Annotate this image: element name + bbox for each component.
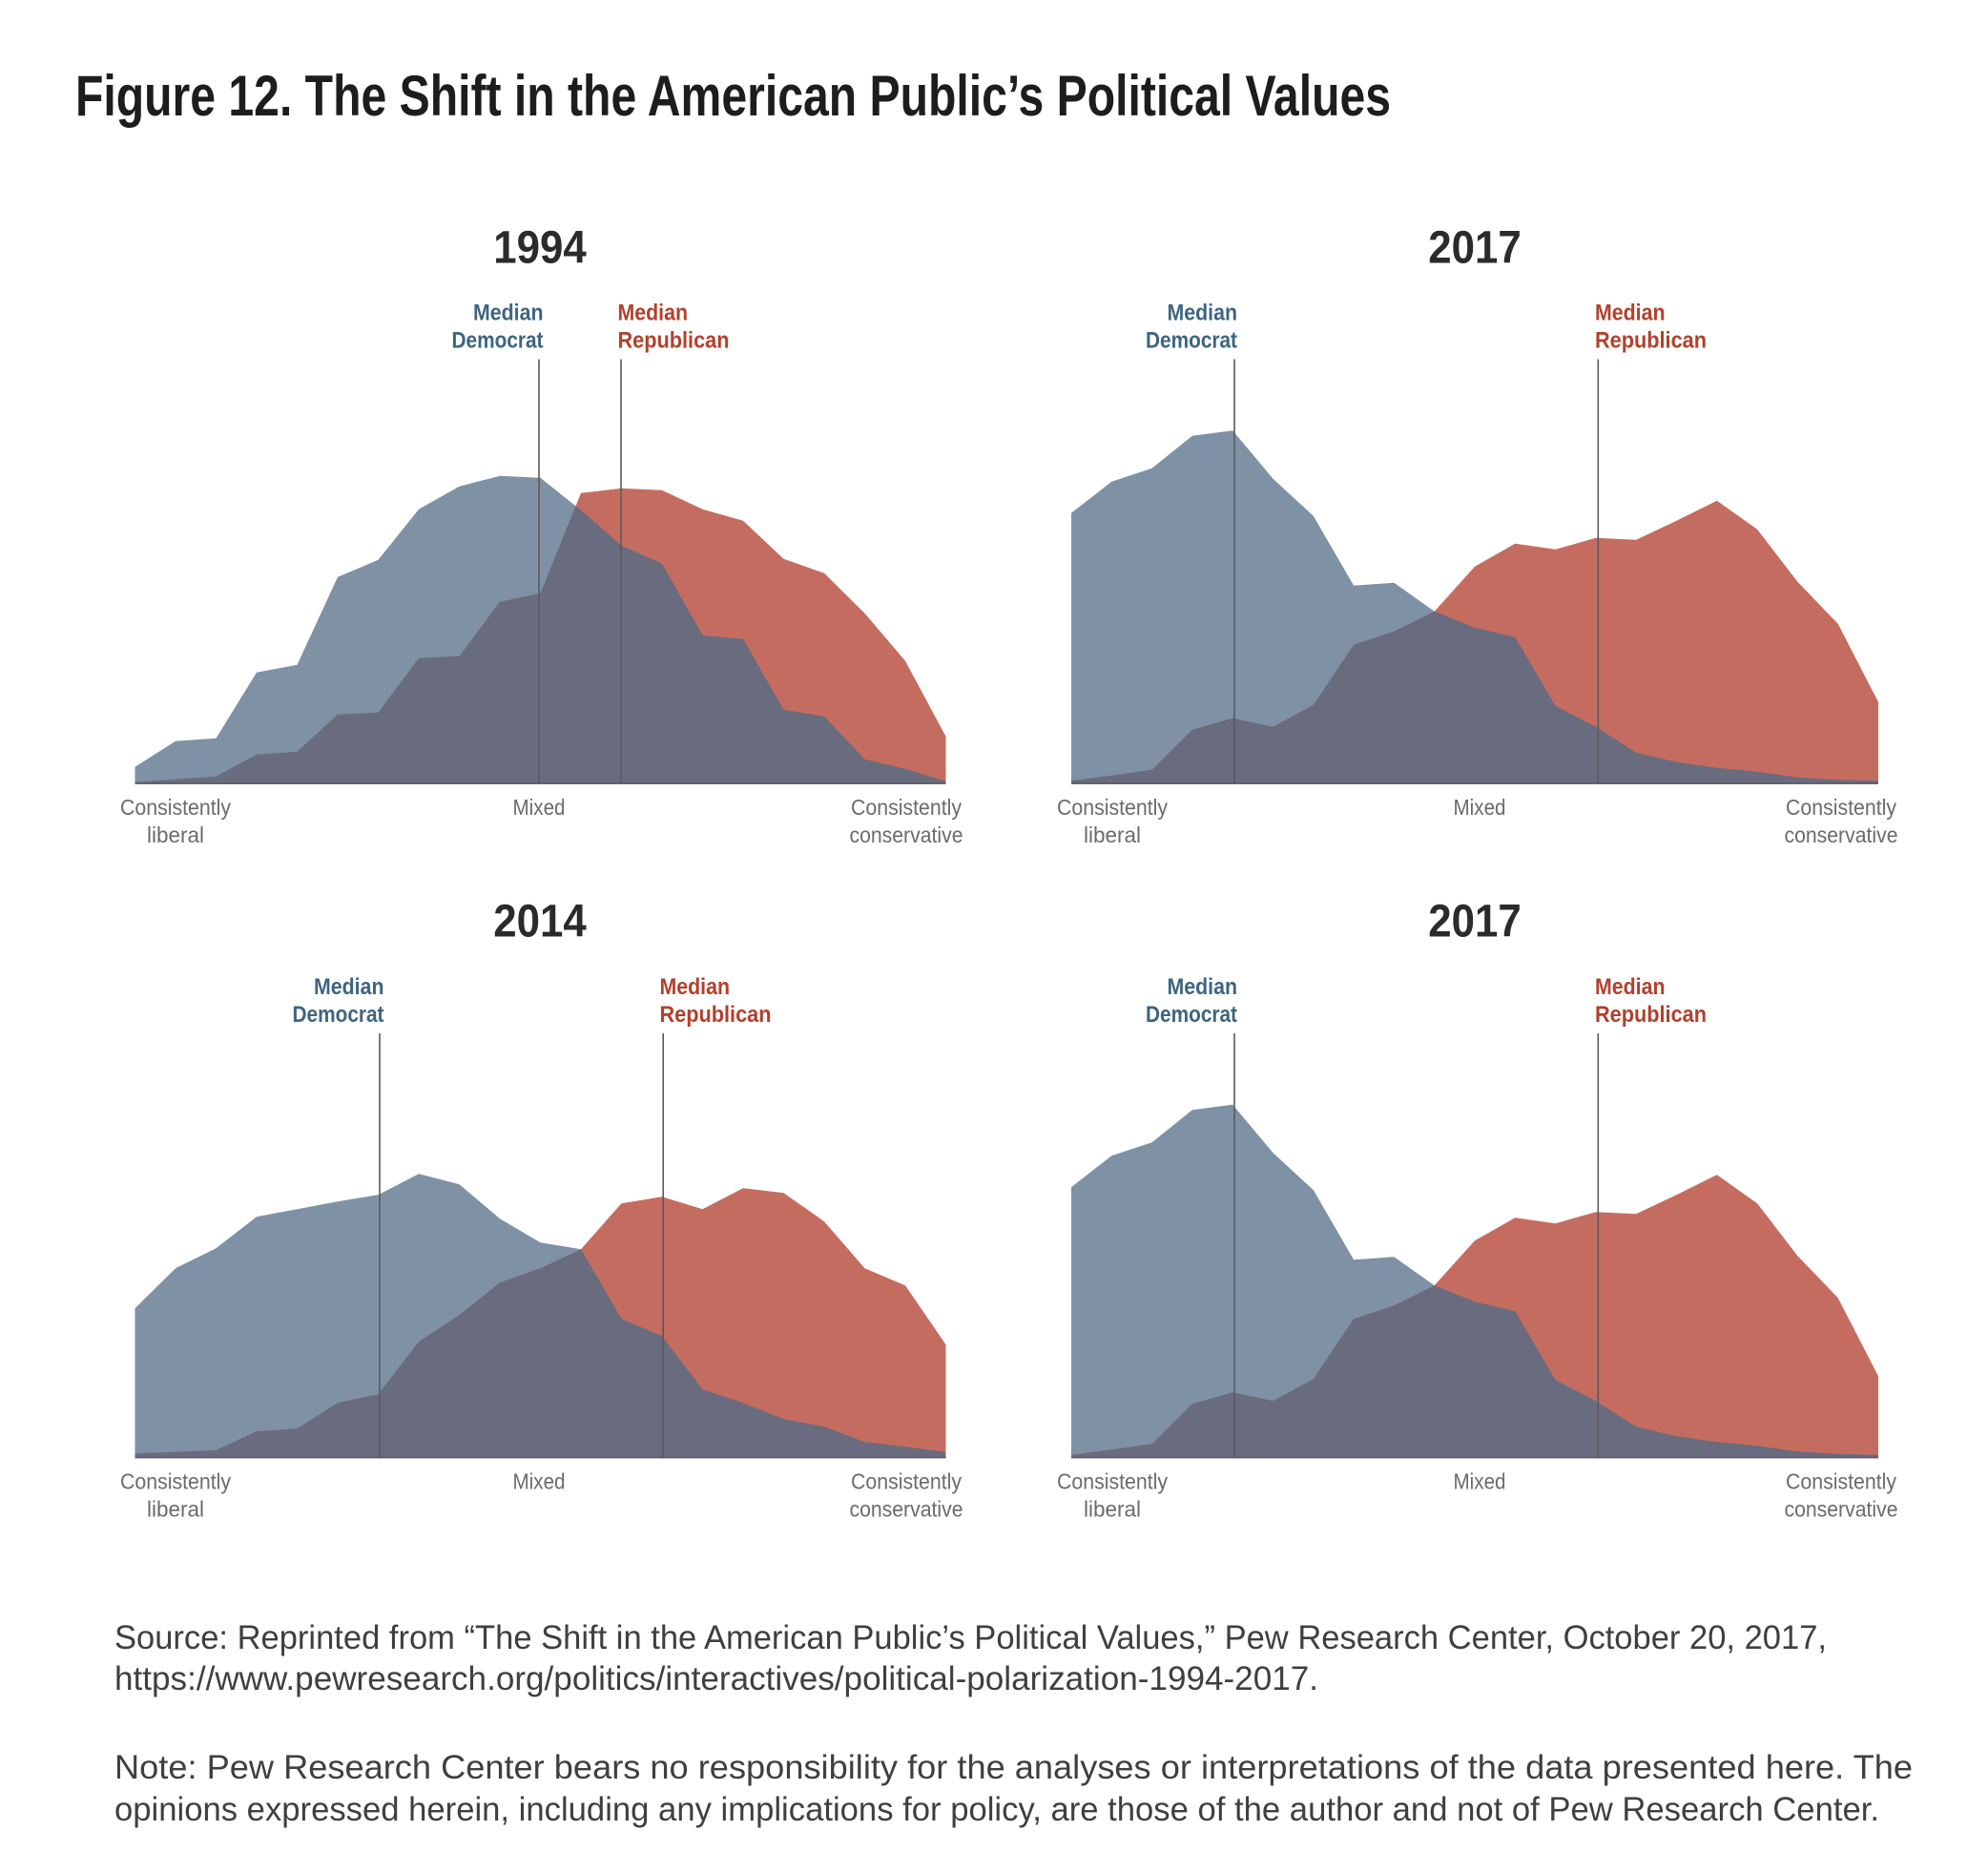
- svg-text:Consistently: Consistently: [1786, 1468, 1896, 1493]
- svg-text:2017: 2017: [1428, 897, 1522, 947]
- svg-text:Median: Median: [1168, 301, 1238, 326]
- svg-text:Republican: Republican: [618, 327, 730, 353]
- svg-text:liberal: liberal: [147, 822, 204, 847]
- svg-text:Republican: Republican: [1595, 327, 1707, 353]
- svg-text:Consistently: Consistently: [851, 1468, 962, 1493]
- svg-text:Median: Median: [473, 301, 544, 326]
- svg-text:liberal: liberal: [1084, 822, 1141, 847]
- svg-text:Mixed: Mixed: [513, 1468, 566, 1493]
- svg-text:Figure 12. The Shift in the Am: Figure 12. The Shift in the American Pub…: [75, 64, 1391, 128]
- svg-text:Median: Median: [618, 301, 689, 326]
- svg-text:2017: 2017: [1428, 222, 1522, 273]
- svg-text:Median: Median: [1595, 301, 1666, 326]
- svg-text:Republican: Republican: [1595, 1002, 1707, 1028]
- svg-text:Mixed: Mixed: [513, 795, 566, 820]
- svg-text:Mixed: Mixed: [1454, 1468, 1506, 1493]
- svg-text:2014: 2014: [493, 897, 587, 947]
- svg-text:Median: Median: [314, 974, 384, 1000]
- svg-text:Consistently: Consistently: [1786, 795, 1896, 820]
- svg-text:https://www.pewresearch.org/po: https://www.pewresearch.org/politics/int…: [114, 1660, 1318, 1697]
- svg-text:conservative: conservative: [1785, 1496, 1898, 1521]
- svg-text:Consistently: Consistently: [1057, 1468, 1168, 1493]
- svg-text:Consistently: Consistently: [1057, 795, 1168, 820]
- svg-text:conservative: conservative: [850, 1496, 963, 1521]
- svg-text:Democrat: Democrat: [293, 1002, 384, 1028]
- svg-text:conservative: conservative: [850, 822, 963, 847]
- svg-text:Mixed: Mixed: [1454, 795, 1506, 820]
- svg-text:Republican: Republican: [660, 1002, 772, 1028]
- svg-text:liberal: liberal: [1084, 1496, 1141, 1521]
- svg-text:liberal: liberal: [147, 1496, 204, 1521]
- svg-text:Note: Pew Research Center bear: Note: Pew Research Center bears no respo…: [114, 1749, 1913, 1786]
- svg-text:Democrat: Democrat: [452, 327, 544, 353]
- svg-text:conservative: conservative: [1785, 822, 1898, 847]
- svg-text:Median: Median: [1168, 974, 1238, 1000]
- svg-text:Democrat: Democrat: [1146, 327, 1237, 353]
- svg-text:Consistently: Consistently: [851, 795, 962, 820]
- svg-text:Median: Median: [1595, 974, 1666, 1000]
- svg-text:Source: Reprinted from “The Sh: Source: Reprinted from “The Shift in the…: [114, 1619, 1827, 1656]
- svg-text:Democrat: Democrat: [1146, 1002, 1237, 1028]
- svg-text:Consistently: Consistently: [120, 1468, 231, 1493]
- svg-text:Consistently: Consistently: [120, 795, 231, 820]
- svg-text:Median: Median: [660, 974, 731, 1000]
- svg-text:opinions expressed herein, inc: opinions expressed herein, including any…: [114, 1791, 1879, 1828]
- svg-text:1994: 1994: [493, 222, 587, 273]
